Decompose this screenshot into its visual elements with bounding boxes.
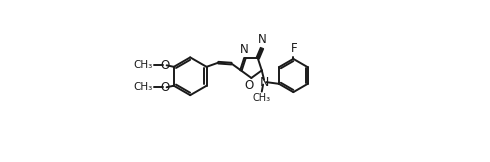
Text: CH₃: CH₃ <box>134 60 153 70</box>
Text: N: N <box>240 43 248 56</box>
Text: F: F <box>291 42 297 55</box>
Text: CH₃: CH₃ <box>134 82 153 92</box>
Text: O: O <box>244 79 253 92</box>
Text: CH₃: CH₃ <box>253 93 271 104</box>
Text: O: O <box>160 59 170 72</box>
Text: O: O <box>160 81 170 94</box>
Text: N: N <box>259 76 269 89</box>
Text: N: N <box>258 33 267 46</box>
